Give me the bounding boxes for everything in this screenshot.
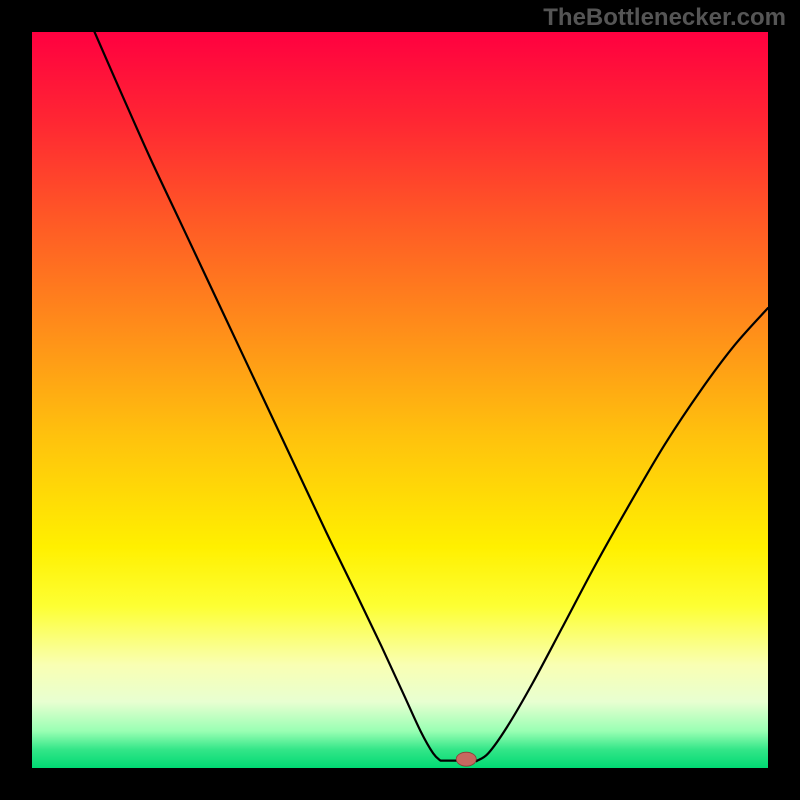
plot-area [32,32,768,768]
chart-svg [32,32,768,768]
optimal-marker [456,752,476,766]
chart-container: TheBottlenecker.com [0,0,800,800]
watermark: TheBottlenecker.com [543,4,786,32]
